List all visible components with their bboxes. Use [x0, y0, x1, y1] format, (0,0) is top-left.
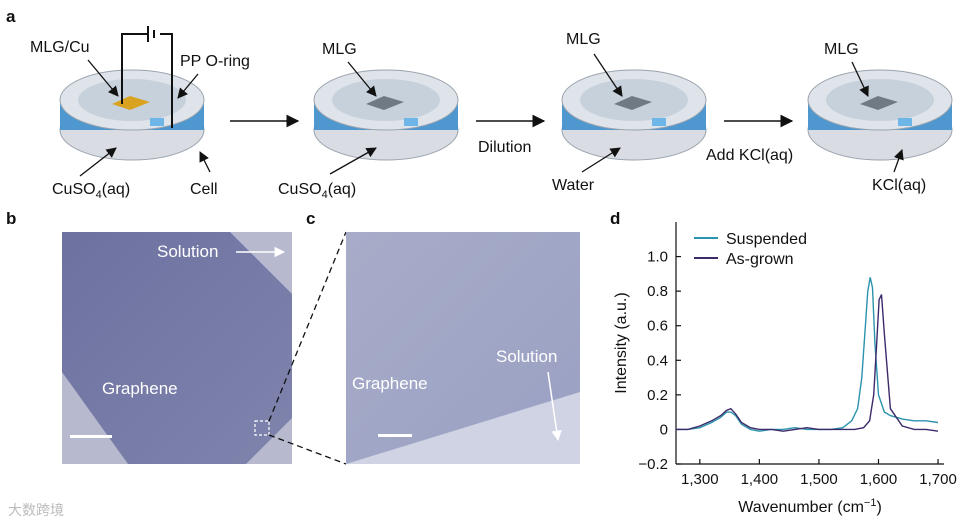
- cell-2: [313, 69, 459, 161]
- raman-chart: −0.2 0 0.2 0.4 0.6 0.8 1.0 1,300 1,400 1,500 1,600…: [613, 222, 957, 516]
- cuso4-pointer-2: [329, 147, 377, 175]
- x-tick-label: 1,400: [741, 471, 779, 488]
- x-tick-label: 1,600: [860, 471, 898, 488]
- mlg-pointer-3: [593, 53, 623, 97]
- solution-label-b: Solution: [157, 242, 218, 261]
- scale-bar-c: [378, 434, 412, 437]
- mlg-label-4: MLG: [824, 41, 859, 58]
- series-line-suspended: [676, 277, 939, 432]
- graphene-label-c: Graphene: [352, 374, 428, 393]
- cuso4-label-2: CuSO4(aq): [278, 181, 356, 201]
- cuso4-pointer-1: [79, 147, 117, 177]
- water-label: Water: [552, 177, 595, 194]
- cell-label: Cell: [190, 181, 218, 198]
- watermark: 大数跨境: [8, 502, 64, 518]
- legend-label-suspended: Suspended: [726, 231, 807, 248]
- cell-1: [59, 69, 205, 161]
- micrograph-b: [62, 232, 292, 464]
- pp-oring-label: PP O-ring: [180, 53, 250, 70]
- legend-label-as-grown: As-grown: [726, 251, 794, 268]
- y-axis-label: Intensity (a.u.): [613, 292, 630, 393]
- panel-label-b: b: [6, 209, 16, 228]
- y-tick-label: 0: [660, 421, 668, 438]
- y-tick-label: 0.6: [647, 318, 668, 335]
- water-pointer: [581, 147, 621, 173]
- y-tick-label: 0.8: [647, 283, 668, 300]
- y-tick-label: 0.4: [647, 352, 668, 369]
- mlg-cu-label: MLG/Cu: [30, 39, 90, 56]
- mlg-label-2: MLG: [322, 41, 357, 58]
- mlg-label-3: MLG: [566, 31, 601, 48]
- zoom-line-top: [268, 231, 347, 422]
- kcl-pointer: [893, 149, 904, 173]
- cuso4-label-1: CuSO4(aq): [52, 181, 130, 201]
- cell-4: [807, 69, 953, 161]
- zoom-line-bottom: [268, 434, 347, 465]
- scale-bar-b: [70, 435, 112, 438]
- solution-label-c: Solution: [496, 347, 557, 366]
- panel-label-d: d: [610, 209, 620, 228]
- mlg-cu-pointer: [87, 59, 119, 97]
- x-tick-label: 1,300: [681, 471, 719, 488]
- micrograph-c: [346, 232, 580, 464]
- solution-arrow-c: [547, 371, 562, 442]
- dilution-label: Dilution: [478, 139, 531, 156]
- y-tick-label: 1.0: [647, 249, 668, 266]
- graphene-label-b: Graphene: [102, 379, 178, 398]
- panel-label-c: c: [306, 209, 315, 228]
- panel-label-a: a: [6, 7, 16, 26]
- x-tick-label: 1,700: [919, 471, 957, 488]
- series-line-as-grown: [676, 294, 939, 432]
- battery-circuit: [121, 26, 173, 128]
- y-tick-label: −0.2: [638, 456, 668, 473]
- x-tick-label: 1,500: [800, 471, 838, 488]
- mlg-pointer-4: [851, 61, 869, 97]
- add-kcl-label: Add KCl(aq): [706, 147, 793, 164]
- cell-3: [561, 69, 707, 161]
- zoom-box: [254, 420, 270, 436]
- cell-pointer: [199, 151, 211, 173]
- y-tick-label: 0.2: [647, 387, 668, 404]
- mlg-pointer-2: [347, 61, 377, 97]
- kcl-label: KCl(aq): [872, 177, 926, 194]
- x-axis-label: Wavenumber (cm−1): [738, 497, 882, 516]
- oring-pointer: [177, 73, 199, 99]
